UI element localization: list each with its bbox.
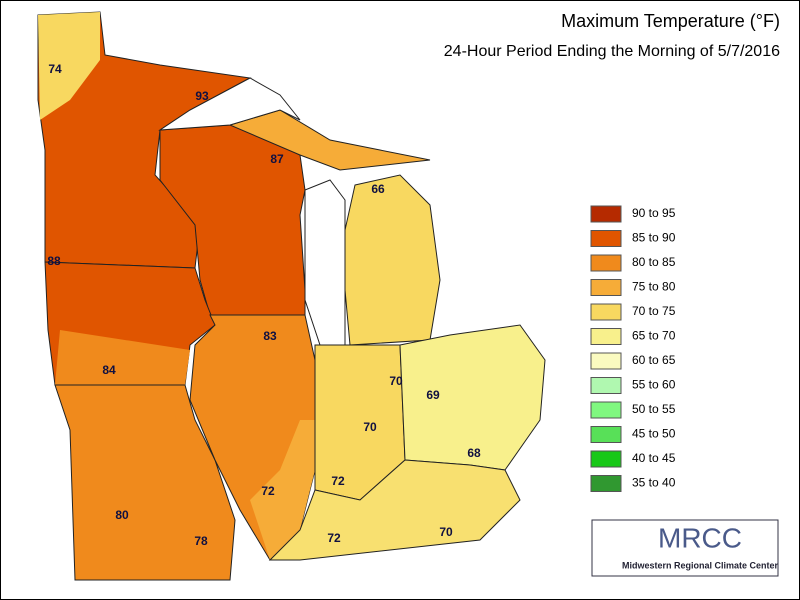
minnesota-north [38,12,100,120]
legend-swatch [590,475,622,492]
legend-swatch [590,450,622,468]
station-label: 70 [363,420,377,434]
legend-label: 60 to 65 [632,353,676,367]
minnesota [37,11,252,269]
logo: MRCC Midwestern Regional Climate Center [591,519,779,577]
station-label: 93 [195,89,209,103]
legend-label: 65 to 70 [632,329,676,343]
legend-swatch [590,205,622,223]
legend-label: 85 to 90 [632,231,676,245]
station-label: 70 [439,525,453,539]
legend-label: 55 to 60 [632,378,676,392]
logo-name: MRCC [658,522,742,553]
station-label: 72 [331,474,345,488]
station-label: 88 [47,254,61,268]
station-label: 66 [371,182,385,196]
legend-swatch [590,377,622,394]
station-label: 80 [115,508,129,522]
kentucky [268,459,521,561]
subtitle: 24-Hour Period Ending the Morning of 5/7… [444,43,780,60]
legend-swatch [590,426,622,443]
station-label: 68 [467,446,481,460]
legend-swatch [590,279,622,296]
station-label: 72 [327,531,341,545]
legend-label: 70 to 75 [632,304,676,318]
station-label: 84 [102,363,116,377]
legend-label: 75 to 80 [632,280,676,294]
legend-swatch [590,401,622,419]
station-label: 83 [263,329,277,343]
michigan-lower [344,174,441,346]
logo-caption: Midwestern Regional Climate Center [622,560,779,570]
lake-superior [158,77,301,131]
legend-label: 40 to 45 [632,451,676,465]
station-label: 78 [194,534,208,548]
legend-label: 50 to 55 [632,402,676,416]
legend-swatch [590,230,622,247]
illinois-south [250,420,315,560]
legend-label: 80 to 85 [632,255,676,269]
legend-swatch [590,303,622,321]
legend-label: 35 to 40 [632,476,676,490]
lake-michigan [304,179,346,346]
station-label: 74 [48,62,62,76]
legend-label: 45 to 50 [632,427,676,441]
legend-label: 90 to 95 [632,206,676,220]
station-label: 72 [261,484,275,498]
legend-swatch [590,254,622,272]
station-label: 69 [426,388,440,402]
states [37,11,546,581]
title: Maximum Temperature (°F) [561,11,780,31]
missouri [54,384,236,581]
station-label: 70 [389,374,403,388]
station-label: 87 [270,152,284,166]
legend-swatch [590,328,622,345]
logo-box [591,519,779,577]
legend-swatch [590,352,622,370]
michigan-upper [228,109,431,171]
iowa-south [55,330,190,385]
